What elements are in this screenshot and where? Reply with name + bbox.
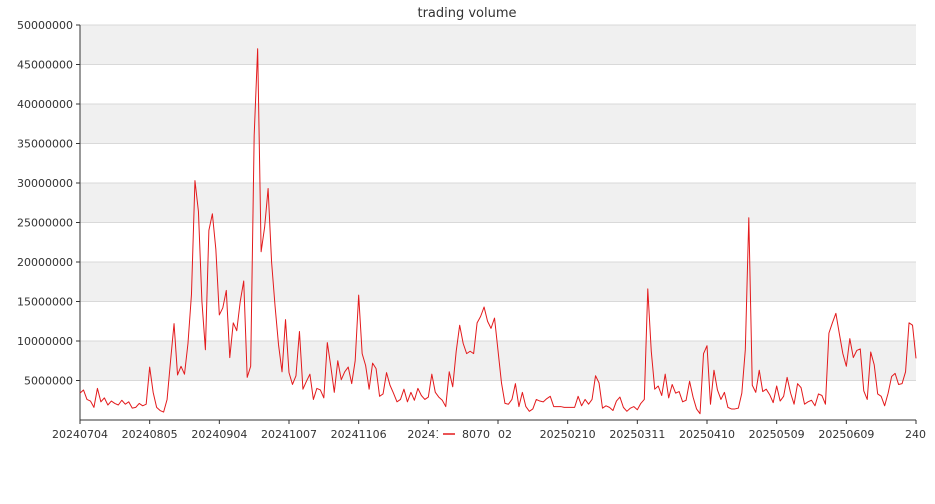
x-tick-label: 20240704 <box>52 428 108 441</box>
x-tick-label: 20250410 <box>679 428 735 441</box>
x-tick-label: 20241007 <box>261 428 317 441</box>
series-lines <box>79 48 917 415</box>
x-tick-label: 20250210 <box>540 428 596 441</box>
background-band <box>80 262 916 302</box>
y-tick-label: 20000000 <box>17 256 73 269</box>
y-tick-label: 40000000 <box>17 98 73 111</box>
background-band <box>80 183 916 223</box>
y-tick-label: 45000000 <box>17 59 73 72</box>
x-tick-label: 20240904 <box>191 428 247 441</box>
y-tick-label: 15000000 <box>17 296 73 309</box>
y-tick-label: 5000000 <box>24 375 73 388</box>
x-tick-label: 20240805 <box>122 428 178 441</box>
y-tick-label: 25000000 <box>17 217 73 230</box>
gridlines <box>80 24 916 381</box>
x-tick-label: 20241106 <box>331 428 387 441</box>
x-tick-label: 20250609 <box>818 428 874 441</box>
y-tick-label: 50000000 <box>17 19 73 32</box>
y-axis-ticks: 5000000 10000000 15000000 20000000 25000000 3… <box>17 19 80 388</box>
x-tick-label: 240 <box>905 428 926 441</box>
legend-background <box>438 425 498 443</box>
legend-label-8070: 8070 <box>462 428 490 441</box>
y-tick-label: 30000000 <box>17 177 73 190</box>
series-line-8070 <box>79 48 917 415</box>
legend[interactable]: 8070 <box>438 425 498 443</box>
y-tick-label: 35000000 <box>17 138 73 151</box>
background-band <box>80 104 916 144</box>
background-bands <box>80 25 916 381</box>
y-tick-label: 10000000 <box>17 335 73 348</box>
chart-title: trading volume <box>417 6 516 21</box>
x-tick-label: 20250311 <box>609 428 665 441</box>
background-band <box>80 25 916 65</box>
x-tick-label: 20250509 <box>749 428 805 441</box>
